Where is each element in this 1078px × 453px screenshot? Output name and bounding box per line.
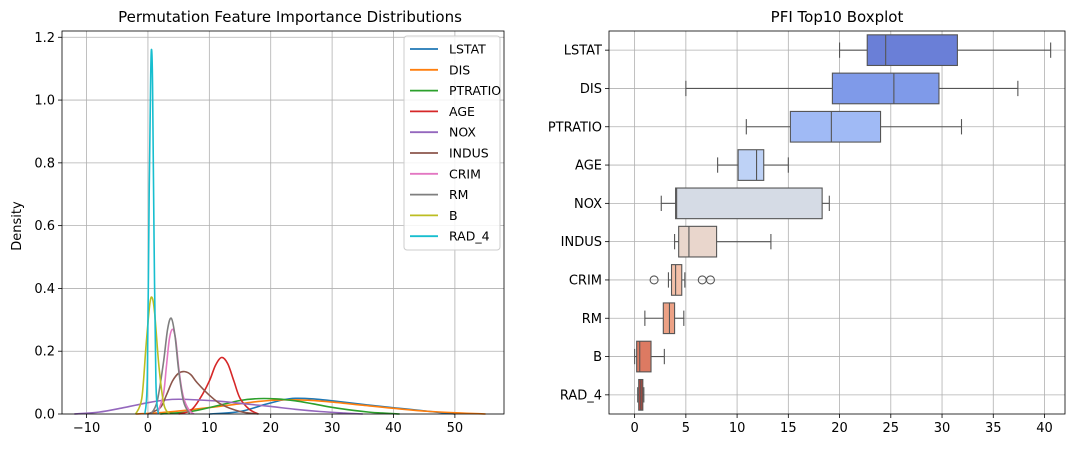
box-iqr [789,110,882,143]
kde-lines [74,48,486,415]
boxplot-panel: PFI Top10 Boxplot 0 5 10 15 20 25 30 35 40 LSTAT D… [548,8,1066,436]
kde-legend-label: B [449,208,458,223]
kde-line-ptratio [160,397,400,415]
box-iqr [636,340,652,373]
kde-legend: LSTAT DIS PTRATIO AGE NOX INDUS CRIM RM B RAD_4 [403,35,501,251]
boxplot-plot-frame [608,30,1066,415]
box-dis [685,72,1019,105]
box-iqr [670,264,683,296]
kde-y-tick-label: 0.6 [34,219,55,234]
boxplot-category-label: RAD_4 [560,388,602,403]
kde-line-nox [74,398,363,415]
kde-legend-label: DIS [449,62,470,77]
boxplot-x-tick-label: 15 [780,421,797,436]
kde-line-rad-4 [144,48,160,415]
boxplot-grid [609,31,1065,414]
box-crim [649,264,715,296]
kde-x-tick-label: 20 [262,421,279,436]
boxplot-title: PFI Top10 Boxplot [771,8,904,26]
box-rm [644,302,685,335]
kde-x-tick-label: 0 [144,421,152,436]
boxplot-category-label: RM [582,312,602,327]
kde-line-rm [150,317,191,415]
boxplot-category-label: INDUS [561,235,602,250]
box-b [634,340,665,373]
kde-legend-label: LSTAT [449,42,486,57]
boxplot-x-tick-label: 40 [1036,421,1053,436]
kde-x-tick-label: −10 [73,421,100,436]
box-age [717,149,789,181]
kde-legend-frame [403,35,501,251]
boxplot-x-tick-label: 20 [831,421,848,436]
kde-legend-label: CRIM [449,166,481,181]
kde-legend-label: AGE [449,104,475,119]
box-iqr [678,225,718,258]
kde-x-tick-label: 40 [385,421,402,436]
kde-chart-panel: Permutation Feature Importance Distribut… [10,8,505,436]
kde-y-tick-label: 0.8 [34,156,55,171]
kde-y-tick-label: 0.2 [34,345,55,360]
box-iqr [737,149,765,181]
kde-y-tick-label: 0.4 [34,282,55,297]
boxplot-x-tick-label: 10 [729,421,746,436]
box-iqr [831,72,940,105]
kde-y-axis-label: Density [10,201,25,251]
kde-line-b [134,296,171,415]
kde-legend-label: PTRATIO [449,83,501,98]
box-ptratio [745,110,963,143]
box-outlier [705,275,715,285]
boxplot-ticks: 0 5 10 15 20 25 30 35 40 LSTAT DIS PTRATIO AGE NOX IND… [548,44,1053,436]
box-lstat [839,34,1052,67]
kde-ticks: −10 0 10 20 30 40 50 0.0 0.2 0.4 0.6 0.8 1.0 1.2 [34,31,463,436]
box-nox [660,187,830,220]
kde-legend-label: RM [449,187,468,202]
boxplot-category-label: PTRATIO [548,120,602,135]
kde-line-dis [135,398,486,415]
kde-y-tick-label: 0.0 [34,408,55,423]
box-indus [674,225,772,258]
box-outlier [649,275,659,285]
kde-x-tick-label: 30 [324,421,341,436]
boxplot-category-label: B [593,350,602,365]
kde-line-age [178,356,259,415]
kde-plot-frame [61,30,505,415]
kde-y-tick-label: 1.0 [34,94,55,109]
boxplot-boxes [634,34,1052,411]
box-iqr [866,34,958,67]
kde-y-tick-label: 1.2 [34,31,55,46]
boxplot-x-tick-label: 5 [682,421,690,436]
kde-chart-title: Permutation Feature Importance Distribut… [118,8,462,26]
kde-legend-label: NOX [449,125,476,140]
boxplot-x-tick-label: 25 [883,421,900,436]
boxplot-x-tick-label: 35 [985,421,1002,436]
kde-legend-label: RAD_4 [449,229,490,244]
kde-line-indus [147,370,259,415]
boxplot-category-label: CRIM [569,273,602,288]
boxplot-category-label: LSTAT [564,44,602,59]
boxplot-category-label: AGE [575,159,602,174]
kde-legend-label: INDUS [449,146,489,161]
boxplot-category-label: DIS [580,82,602,97]
box-rad-4 [637,378,645,411]
box-iqr [675,187,823,220]
kde-x-tick-label: 10 [201,421,218,436]
boxplot-category-label: NOX [574,197,602,212]
boxplot-x-tick-label: 0 [630,421,638,436]
boxplot-x-tick-label: 30 [934,421,951,436]
kde-x-tick-label: 50 [447,421,464,436]
